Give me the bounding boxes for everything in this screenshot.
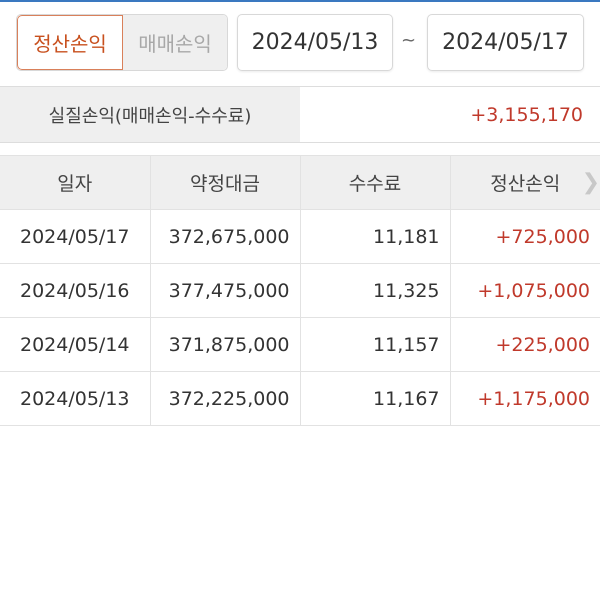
tab-settlement-pnl[interactable]: 정산손익 — [17, 15, 123, 70]
cell-date: 2024/05/14 — [0, 317, 151, 372]
table-row[interactable]: 2024/05/17 372,675,000 11,181 +725,000 — [0, 209, 600, 264]
header-date: 일자 — [0, 155, 151, 210]
net-pnl-summary: 실질손익(매매손익-수수료) +3,155,170 — [0, 86, 600, 143]
header-settlement-pnl-label: 정산손익 — [490, 173, 561, 195]
date-separator: ~ — [401, 30, 417, 51]
pnl-type-toggle: 정산손익 매매손익 — [16, 14, 228, 71]
cell-date: 2024/05/17 — [0, 209, 151, 264]
cell-contract-amount: 372,675,000 — [149, 209, 301, 264]
chevron-right-icon[interactable]: ❯ — [581, 170, 600, 195]
cell-fee: 11,157 — [299, 317, 451, 372]
cell-fee: 11,167 — [299, 371, 451, 426]
end-date-field[interactable]: 2024/05/17 — [427, 14, 584, 71]
header-settlement-pnl: 정산손익 ❯ — [449, 155, 600, 210]
top-bar — [0, 0, 600, 2]
cell-settlement-pnl: +1,175,000 — [449, 371, 600, 426]
start-date-field[interactable]: 2024/05/13 — [237, 14, 393, 71]
cell-fee: 11,181 — [299, 209, 451, 264]
cell-contract-amount: 371,875,000 — [149, 317, 301, 372]
table-row[interactable]: 2024/05/14 371,875,000 11,157 +225,000 — [0, 317, 600, 372]
table-row[interactable]: 2024/05/16 377,475,000 11,325 +1,075,000 — [0, 263, 600, 318]
header-fee: 수수료 — [299, 155, 451, 210]
net-pnl-value: +3,155,170 — [470, 103, 583, 126]
tab-trading-pnl[interactable]: 매매손익 — [123, 15, 227, 70]
cell-contract-amount: 372,225,000 — [149, 371, 301, 426]
cell-settlement-pnl: +1,075,000 — [449, 263, 600, 318]
daily-pnl-table: 일자 약정대금 수수료 정산손익 ❯ 2024/05/17 372,675,000 1… — [0, 155, 600, 426]
cell-date: 2024/05/16 — [0, 263, 151, 318]
cell-contract-amount: 377,475,000 — [149, 263, 301, 318]
cell-settlement-pnl: +725,000 — [449, 209, 600, 264]
net-pnl-label: 실질손익(매매손익-수수료) — [0, 87, 300, 142]
header-contract-amount: 약정대금 — [149, 155, 301, 210]
cell-date: 2024/05/13 — [0, 371, 151, 426]
cell-settlement-pnl: +225,000 — [449, 317, 600, 372]
table-row[interactable]: 2024/05/13 372,225,000 11,167 +1,175,000 — [0, 371, 600, 426]
table-header-row: 일자 약정대금 수수료 정산손익 ❯ — [0, 155, 600, 210]
cell-fee: 11,325 — [299, 263, 451, 318]
